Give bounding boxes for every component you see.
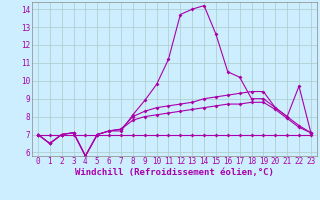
- X-axis label: Windchill (Refroidissement éolien,°C): Windchill (Refroidissement éolien,°C): [75, 168, 274, 177]
